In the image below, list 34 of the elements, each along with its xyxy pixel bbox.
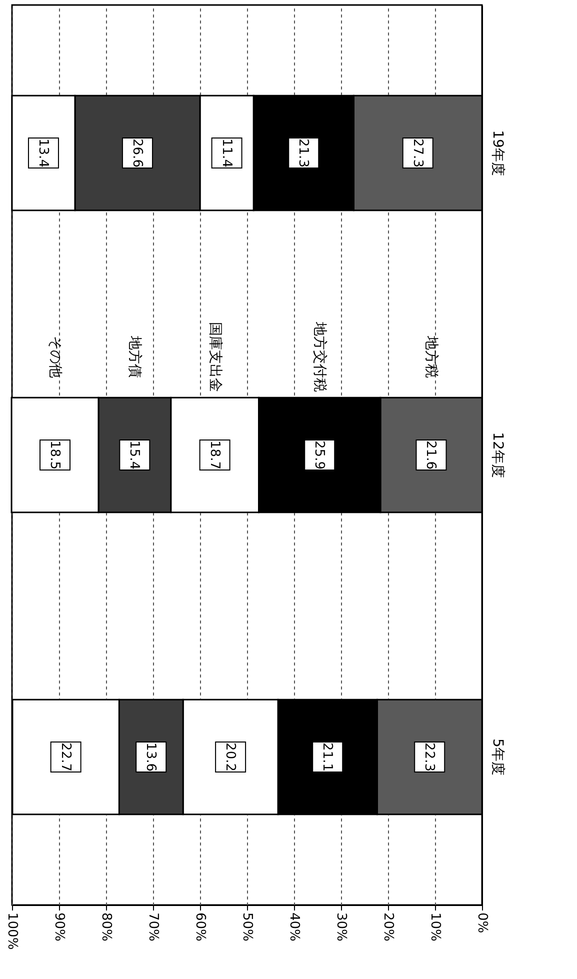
y-tick-label: 19年度: [490, 130, 506, 176]
x-tick-label: 60%: [192, 912, 208, 942]
data-label: 25.9: [312, 440, 327, 470]
data-label: 13.4: [35, 138, 50, 168]
y-tick-label: 12年度: [490, 432, 506, 478]
data-label: 21.1: [320, 742, 335, 772]
y-tick-label: 5年度: [490, 738, 506, 776]
x-tick-label: 80%: [98, 912, 114, 942]
x-tick-label: 0%: [474, 912, 490, 934]
data-label: 18.7: [206, 440, 222, 470]
x-tick-label: 40%: [286, 912, 302, 942]
data-label: 22.3: [422, 742, 437, 772]
data-label: 15.4: [126, 440, 142, 470]
data-label: 26.6: [129, 138, 144, 168]
text: 地方交付税: [312, 321, 328, 392]
data-label: 22.7: [58, 742, 73, 772]
x-tick-label: 30%: [334, 912, 348, 942]
x-tick-label: 70%: [146, 912, 160, 942]
data-label: 20.2: [222, 742, 238, 772]
data-label: 27.3: [410, 138, 425, 168]
data-label: 11.4: [218, 138, 234, 168]
text: 国庫支出金: [206, 322, 223, 392]
x-tick-label: 90%: [52, 912, 66, 942]
x-tick-label: 20%: [380, 912, 396, 942]
text: 地方税: [423, 335, 440, 378]
x-tick-label: 50%: [240, 912, 254, 942]
data-label: 18.5: [47, 440, 62, 470]
data-label: 13.6: [143, 742, 158, 772]
x-tick-label: 10%: [428, 912, 442, 942]
text: 地方債: [126, 335, 143, 378]
x-tick-label: 100%: [4, 912, 20, 950]
data-label: 21.3: [296, 138, 311, 168]
data-label: 21.6: [423, 440, 438, 470]
text: その他: [47, 336, 64, 378]
